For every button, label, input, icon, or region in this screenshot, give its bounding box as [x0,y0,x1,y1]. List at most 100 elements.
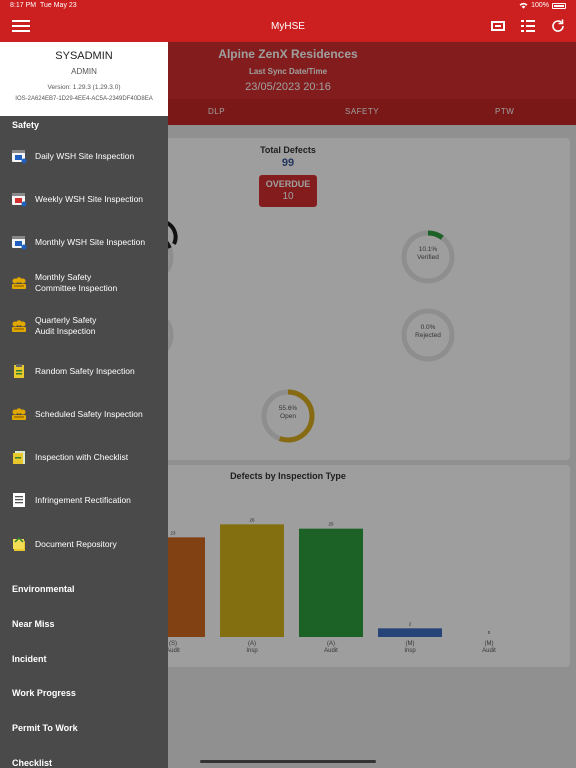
menu-item-monthly-safety-committee-inspection[interactable]: Monthly Safety Committee Inspection [0,265,168,305]
menu-item-label: Infringement Rectification [35,495,131,505]
donut-arc [261,389,315,443]
calendar-weekly-icon [11,191,27,207]
menu-item-label: Random Safety Inspection [35,366,135,376]
donut-name: Verified [417,254,439,261]
menu-item-scheduled-safety-inspection[interactable]: Scheduled Safety Inspection [0,396,168,436]
app-version: Version: 1.29.3 (1.29.3.0) [47,84,121,91]
section-work-progress[interactable]: Work Progress [12,688,76,698]
committee-icon [11,406,27,422]
menu-item-random-safety-inspection[interactable]: Random Safety Inspection [0,353,168,393]
section-near-miss[interactable]: Near Miss [12,619,55,629]
bar-value-label: 26 [249,517,255,522]
status-date-text: Tue May 23 [39,2,77,9]
status-time: 8:17 PM Tue May 23 [10,2,77,9]
menu-item-weekly-wsh-site-inspection[interactable]: Weekly WSH Site Inspection [0,181,168,221]
hamburger-menu-icon[interactable] [12,20,30,32]
donut-verified [401,230,455,284]
sync-date: 23/05/2023 20:16 [245,81,331,93]
x-tick-label: (A) [327,641,335,647]
tab-ptw[interactable]: PTW [495,107,515,116]
x-tick-label: Audit [324,648,338,654]
status-time-text: 8:17 PM [10,2,37,9]
committee-icon [11,275,27,291]
tab-dlp[interactable]: DLP [208,107,226,116]
donut-percent: 55.6% [278,405,298,412]
x-tick-label: (M) [485,641,494,647]
donut-name: Open [280,413,296,420]
section-permit-to-work[interactable]: Permit To Work [12,723,78,733]
menu-item-inspection-with-checklist[interactable]: Inspection with Checklist [0,439,168,479]
calendar-daily-icon [11,148,27,164]
overdue-label: OVERDUE [265,179,311,189]
menu-item-daily-wsh-site-inspection[interactable]: Daily WSH Site Inspection [0,138,168,178]
total-defects-value: 99 [281,157,295,169]
donut-track [401,308,455,362]
bar [378,628,442,637]
bar-value-label: 0 [488,630,491,635]
chart-title: Defects by Inspection Type [230,471,346,481]
section-incident[interactable]: Incident [12,654,47,664]
donut-percent: 0.0% [420,324,436,331]
bar-value-label: 23 [170,530,176,535]
document-stack-icon [11,536,27,552]
x-tick-label: (A) [248,641,256,647]
donut-arc [401,230,455,284]
battery-text: 100% [531,2,549,9]
donut-name: Rejected [415,332,441,339]
flag-icon[interactable] [490,18,506,34]
user-profile: SYSADMIN ADMIN Version: 1.29.3 (1.29.3.0… [0,42,168,116]
menu-item-label: Daily WSH Site Inspection [35,151,135,161]
x-tick-label: Insp [246,648,258,654]
device-id: IOS-2A624EB7-1D29-4EE4-AC5A-2349DF40D8EA [15,96,153,102]
drawer-scrim[interactable] [168,42,576,768]
home-indicator [200,760,376,763]
menu-item-label: Scheduled Safety Inspection [35,409,143,419]
wifi-icon [519,2,528,9]
bar-value-label: 2 [409,621,412,626]
menu-item-label: Inspection with Checklist [35,452,129,462]
list-icon[interactable] [520,18,536,34]
donut-percent: 10.1% [418,246,438,253]
user-role: ADMIN [71,67,97,76]
donut-label-rejected: 0.0% Rejected [399,324,457,340]
x-tick-label: Audit [166,648,180,654]
document-list-icon [11,492,27,508]
menu-item-label: Monthly Safety Committee Inspection [35,272,118,293]
bar [220,524,284,637]
x-tick-label: Audit [482,648,496,654]
calendar-monthly-icon [11,234,27,250]
tab-safety[interactable]: SAFETY [345,107,380,116]
donut-label-verified: 10.1% Verified [399,246,457,262]
committee-icon [11,318,27,334]
menu-item-infringement-rectification[interactable]: Infringement Rectification [0,482,168,522]
navigation-drawer: SYSADMIN ADMIN Version: 1.29.3 (1.29.3.0… [0,42,168,768]
menu-item-label: Quarterly Safety Audit Inspection [35,315,97,336]
sync-label: Last Sync Date/Time [248,67,328,76]
menu-item-label: Document Repository [35,539,117,549]
section-safety[interactable]: Safety [12,120,40,130]
menu-item-label: Monthly WSH Site Inspection [35,237,146,247]
menu-item-quarterly-safety-audit-inspection[interactable]: Quarterly Safety Audit Inspection [0,308,168,348]
overdue-button[interactable]: OVERDUE 10 [259,175,317,207]
status-right: 100% [519,2,566,9]
section-checklist[interactable]: Checklist [12,758,53,768]
clipboard-icon [11,363,27,379]
total-defects-title: Total Defects [260,145,316,155]
refresh-icon[interactable] [550,18,566,34]
battery-icon [552,2,566,9]
x-tick-label: (S) [169,641,177,647]
app-bar: 8:17 PM Tue May 23 100% MyHSE [0,0,576,42]
donut-rejected [401,308,455,362]
bar-value-label: 25 [328,522,334,527]
donut-open [261,389,315,443]
bar [299,528,363,637]
donut-label-open: 55.6% Open [259,405,317,421]
user-name: SYSADMIN [55,50,113,62]
x-tick-label: Insp [404,648,416,654]
top-actions [490,18,566,34]
checklist-icon [11,449,27,465]
menu-item-document-repository[interactable]: Document Repository [0,526,168,566]
section-environmental[interactable]: Environmental [12,584,75,594]
menu-item-monthly-wsh-site-inspection[interactable]: Monthly WSH Site Inspection [0,224,168,264]
site-name: Alpine ZenX Residences [218,47,358,61]
